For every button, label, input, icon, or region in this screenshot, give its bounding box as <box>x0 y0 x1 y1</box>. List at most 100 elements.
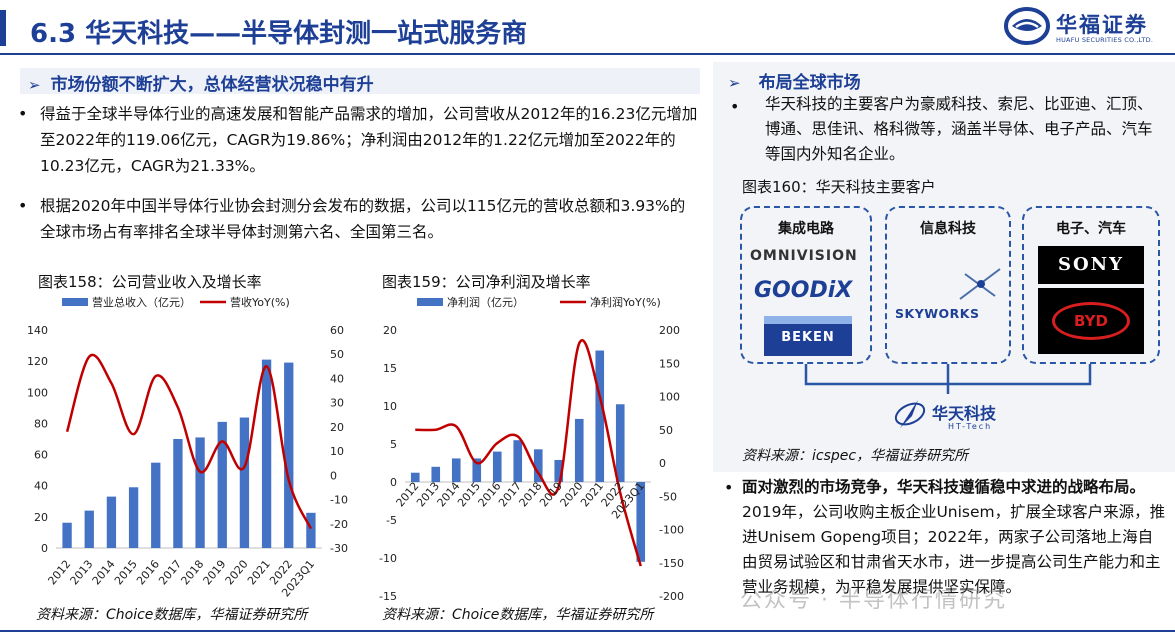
x-tick-label: 2019 <box>201 558 229 588</box>
bar <box>195 437 205 548</box>
brand-name: 华福证券 <box>1056 13 1148 37</box>
net-profit-chart: 净利润（亿元） 净利润YoY(%)-15-10-505101520-200-150… <box>379 295 684 603</box>
huatian-logo-name: 华天科技 <box>932 404 997 423</box>
y-left-tick-label: 15 <box>383 362 397 375</box>
chart-158-source: 资料来源：Choice数据库，华福证券研究所 <box>36 607 308 623</box>
legend-bar-label: 营业总收入（亿元） <box>92 295 191 309</box>
skyworks-logo: SKYWORKS <box>895 306 980 321</box>
bar <box>451 458 461 482</box>
x-tick-label: 2018 <box>178 558 206 588</box>
y-left-tick-label: 40 <box>34 480 48 493</box>
y-left-tick-label: -10 <box>379 552 397 565</box>
bar <box>128 487 139 548</box>
footer-rule <box>0 630 1175 632</box>
bar <box>410 472 420 482</box>
y-left-tick-label: 60 <box>34 449 48 462</box>
y-left-tick-label: 0 <box>41 542 48 555</box>
bar <box>615 404 625 482</box>
group-ec: 电子、汽车 SONY BYD <box>1022 206 1160 364</box>
x-tick-label: 2017 <box>156 558 184 588</box>
bar <box>284 362 294 548</box>
y-right-tick-label: 10 <box>330 445 344 458</box>
y-left-tick-label: 10 <box>383 400 397 413</box>
x-tick-label: 2012 <box>45 558 73 588</box>
y-right-tick-label: -200 <box>659 590 684 603</box>
brand-name-en: HUAFU SECURITIES CO.,LTD. <box>1056 36 1154 44</box>
beken-logo: BEKEN <box>764 316 852 356</box>
y-right-tick-label: 20 <box>330 421 344 434</box>
yoy-line <box>65 353 313 530</box>
y-right-tick-label: 50 <box>659 424 673 437</box>
legend-bar-label: 净利润（亿元） <box>447 295 524 309</box>
y-right-tick-label: -10 <box>330 494 348 507</box>
left-section-band <box>20 68 700 94</box>
x-tick-label: 2016 <box>134 558 162 588</box>
y-right-tick-label: 200 <box>659 324 680 337</box>
bar <box>106 496 117 548</box>
bullet-dot: • <box>18 196 28 215</box>
right-section-heading: ➢ 布局全球市场 <box>728 68 861 93</box>
brand-emblem-icon <box>1004 7 1050 45</box>
bar <box>595 350 605 482</box>
huatian-logo-en: HT-Tech <box>948 422 993 431</box>
x-tick-label: 2021 <box>245 558 273 588</box>
legend-line-label: 营收YoY(%) <box>230 295 290 309</box>
group-connector-lines <box>804 364 1092 394</box>
skyworks-star-icon <box>959 268 1001 300</box>
chart-158-title: 图表158：公司营业收入及增长率 <box>38 273 262 291</box>
y-left-tick-label: 100 <box>27 386 48 399</box>
x-tick-label: 2014 <box>90 558 118 588</box>
page-title: 6.3 华天科技——半导体封测一站式服务商 <box>30 19 528 49</box>
chart-159-title: 图表159：公司净利润及增长率 <box>382 273 591 291</box>
bar <box>533 449 543 482</box>
strategy-text: 2019年，公司收购主板企业Unisem，扩展全球客户来源，推进Unisem G… <box>742 503 1166 596</box>
legend-line-label: 净利润YoY(%) <box>590 295 661 309</box>
right-bullet: 华天科技的主要客户为豪威科技、索尼、比亚迪、汇顶、博通、思佳讯、格科微等，涵盖半… <box>765 95 1153 163</box>
goodix-logo: GOODiX <box>754 278 853 303</box>
y-right-tick-label: 0 <box>330 469 337 482</box>
watermark: 公众号 · 半导体行情研究 <box>740 588 1007 613</box>
huatian-emblem-icon <box>894 400 926 428</box>
bar <box>239 417 250 548</box>
legend-bar-swatch <box>62 298 88 306</box>
y-right-tick-label: -150 <box>659 557 684 570</box>
arrow-icon: ➢ <box>28 76 41 94</box>
left-section-title: 市场份额不断扩大，总体经营状况稳中有升 <box>50 75 374 95</box>
bar <box>84 510 94 548</box>
y-left-tick-label: 20 <box>34 511 48 524</box>
group-it-title: 信息科技 <box>920 221 976 237</box>
bar <box>62 522 72 548</box>
x-tick-label: 2020 <box>223 558 251 588</box>
y-left-tick-label: 5 <box>390 438 397 451</box>
y-right-tick-label: 60 <box>330 324 344 337</box>
beken-logo-text: BEKEN <box>781 330 835 345</box>
group-ec-title: 电子、汽车 <box>1056 221 1126 237</box>
title-accent-bar <box>0 10 6 46</box>
bullet-dot: • <box>18 104 28 123</box>
y-right-tick-label: -30 <box>330 542 348 555</box>
y-left-tick-label: -15 <box>379 590 397 603</box>
bar <box>554 459 564 482</box>
y-left-tick-label: 20 <box>383 324 397 337</box>
y-left-tick-label: 120 <box>27 355 48 368</box>
right-section-title: 布局全球市场 <box>758 73 861 93</box>
legend-bar-swatch <box>417 298 443 306</box>
arrow-icon: ➢ <box>728 74 741 92</box>
left-bullet-1: 得益于全球半导体行业的高速发展和智能产品需求的增加，公司营收从2012年的16.… <box>40 105 698 175</box>
left-section-heading: ➢ 市场份额不断扩大，总体经营状况稳中有升 <box>28 70 374 95</box>
bar <box>151 462 161 548</box>
x-tick-label: 2013 <box>68 558 96 588</box>
byd-logo-text: BYD <box>1052 302 1130 340</box>
strategy-bold: 面对激烈的市场竞争，华天科技遵循稳中求进的战略布局。 <box>742 478 1146 496</box>
strategy-paragraph: 面对激烈的市场竞争，华天科技遵循稳中求进的战略布局。 2019年，公司收购主板企业… <box>742 475 1167 600</box>
group-ic: 集成电路 OMNIVISION GOODiX BEKEN <box>740 206 872 364</box>
bar <box>492 451 502 482</box>
bar <box>217 421 227 548</box>
group-ic-title: 集成电路 <box>778 221 834 237</box>
bar <box>574 418 584 482</box>
page-header: 6.3 华天科技——半导体封测一站式服务商 华福证券 HUAFU SECURIT… <box>0 0 1175 56</box>
y-left-tick-label: -5 <box>386 514 397 527</box>
y-right-tick-label: 30 <box>330 397 344 410</box>
y-right-tick-label: 40 <box>330 372 344 385</box>
bar <box>513 440 523 482</box>
